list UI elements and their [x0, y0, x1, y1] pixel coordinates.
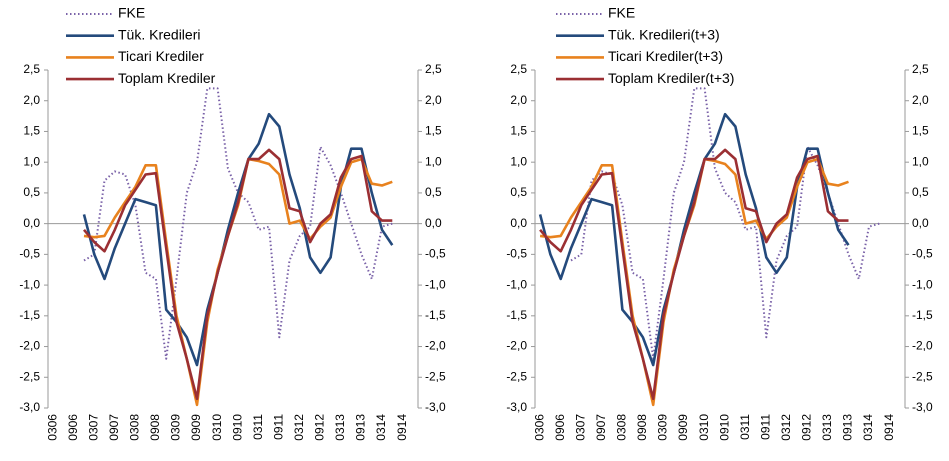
y-tick-label: 1,5 [23, 124, 40, 138]
y2-tick-label: -1,0 [425, 277, 446, 291]
legend-label: Ticari Krediler [118, 48, 204, 64]
y2-tick-label: -1,5 [912, 308, 933, 322]
y2-tick-label: -1,0 [912, 277, 933, 291]
y2-tick-label: -3,0 [425, 400, 446, 414]
y-tick-label: -1,0 [506, 277, 527, 291]
x-tick-label: 0914 [882, 414, 896, 441]
y-tick-label: 0,0 [510, 216, 527, 230]
x-tick-label: 0913 [841, 414, 855, 441]
y2-tick-label: 2,0 [912, 93, 929, 107]
legend-label: Toplam Krediler(t+3) [608, 70, 734, 86]
y-tick-label: -0,5 [506, 247, 527, 261]
x-tick-label: 0308 [615, 414, 629, 441]
series-line [538, 112, 850, 367]
x-tick-label: 0309 [656, 414, 670, 441]
legend-label: Tük. Kredileri [118, 26, 200, 42]
legend-label: Toplam Krediler [118, 70, 216, 86]
y-tick-label: -0,5 [19, 247, 40, 261]
y-tick-label: 2,5 [510, 62, 527, 76]
x-tick-label: 0914 [395, 414, 409, 441]
y-tick-label: -3,0 [19, 400, 40, 414]
y-tick-label: 1,0 [510, 154, 527, 168]
x-tick-label: 0310 [697, 414, 711, 441]
x-tick-label: 0307 [573, 414, 587, 441]
x-tick-label: 0313 [333, 414, 347, 441]
x-tick-label: 0310 [210, 414, 224, 441]
x-tick-label: 0308 [128, 414, 142, 441]
series-line [539, 148, 849, 401]
x-tick-label: 0309 [169, 414, 183, 441]
y2-tick-label: 2,5 [425, 62, 442, 76]
y2-tick-label: 0,5 [425, 185, 442, 199]
x-tick-label: 0311 [251, 414, 265, 440]
x-tick-label: 0909 [189, 414, 203, 441]
x-tick-label: 0306 [45, 414, 59, 441]
y2-tick-label: -0,5 [425, 247, 446, 261]
y2-tick-label: -2,0 [912, 339, 933, 353]
x-tick-label: 0910 [717, 414, 731, 441]
y-tick-label: -1,5 [19, 308, 40, 322]
y-tick-label: 1,0 [23, 154, 40, 168]
y-tick-label: -2,5 [19, 369, 40, 383]
y2-tick-label: 2,5 [912, 62, 929, 76]
y2-tick-label: 1,5 [912, 124, 929, 138]
x-tick-label: 0306 [532, 414, 546, 441]
y2-tick-label: 0,0 [912, 216, 929, 230]
series-line [82, 112, 394, 367]
y-tick-label: 1,5 [510, 124, 527, 138]
legend-label: FKE [608, 5, 635, 21]
x-tick-label: 0311 [738, 414, 752, 440]
x-tick-label: 0906 [553, 414, 567, 441]
x-tick-label: 0907 [594, 414, 608, 441]
y2-tick-label: 0,0 [425, 216, 442, 230]
x-tick-label: 0314 [861, 414, 875, 441]
y-tick-label: -2,5 [506, 369, 527, 383]
y-tick-label: 0,5 [510, 185, 527, 199]
x-tick-label: 0906 [66, 414, 80, 441]
x-tick-label: 0911 [271, 414, 285, 440]
x-tick-label: 0312 [292, 414, 306, 441]
y2-tick-label: -0,5 [912, 247, 933, 261]
y-tick-label: 0,0 [23, 216, 40, 230]
y2-tick-label: 1,5 [425, 124, 442, 138]
y2-tick-label: -3,0 [912, 400, 933, 414]
x-tick-label: 0313 [820, 414, 834, 441]
y-tick-label: -3,0 [506, 400, 527, 414]
chart: 2,5 2,0 1,5 1,0 0,5 0,0 -0,5 -1,0 -1,5 -2,0 -2,5 -3… [19, 5, 446, 441]
y-tick-label: 2,0 [510, 93, 527, 107]
y2-tick-label: -2,0 [425, 339, 446, 353]
x-tick-label: 0307 [86, 414, 100, 441]
x-tick-label: 0908 [148, 414, 162, 441]
y-tick-label: -1,0 [19, 277, 40, 291]
x-tick-label: 0910 [230, 414, 244, 441]
y-tick-label: -2,0 [19, 339, 40, 353]
chart: 2,5 2,0 1,5 1,0 0,5 0,0 -0,5 -1,0 -1,5 -2,0 -2,5 -3… [506, 5, 933, 441]
x-tick-label: 0907 [107, 414, 121, 441]
legend-label: Ticari Krediler(t+3) [608, 48, 723, 64]
x-tick-label: 0314 [374, 414, 388, 441]
y-tick-label: -1,5 [506, 308, 527, 322]
x-tick-label: 0912 [313, 414, 327, 441]
y-tick-label: -2,0 [506, 339, 527, 353]
y-tick-label: 2,0 [23, 93, 40, 107]
y2-tick-label: -2,5 [912, 369, 933, 383]
y-tick-label: 0,5 [23, 185, 40, 199]
x-tick-label: 0908 [635, 414, 649, 441]
legend-label: Tük. Kredileri(t+3) [608, 26, 720, 42]
x-tick-label: 0909 [676, 414, 690, 441]
y2-tick-label: 1,0 [425, 154, 442, 168]
x-tick-label: 0911 [758, 414, 772, 440]
y2-tick-label: 1,0 [912, 154, 929, 168]
y2-tick-label: 0,5 [912, 185, 929, 199]
legend-label: FKE [118, 5, 145, 21]
y2-tick-label: -1,5 [425, 308, 446, 322]
y-tick-label: 2,5 [23, 62, 40, 76]
series-line [83, 148, 393, 401]
y2-tick-label: -2,5 [425, 369, 446, 383]
x-tick-label: 0912 [800, 414, 814, 441]
y2-tick-label: 2,0 [425, 93, 442, 107]
x-tick-label: 0913 [354, 414, 368, 441]
x-tick-label: 0312 [779, 414, 793, 441]
